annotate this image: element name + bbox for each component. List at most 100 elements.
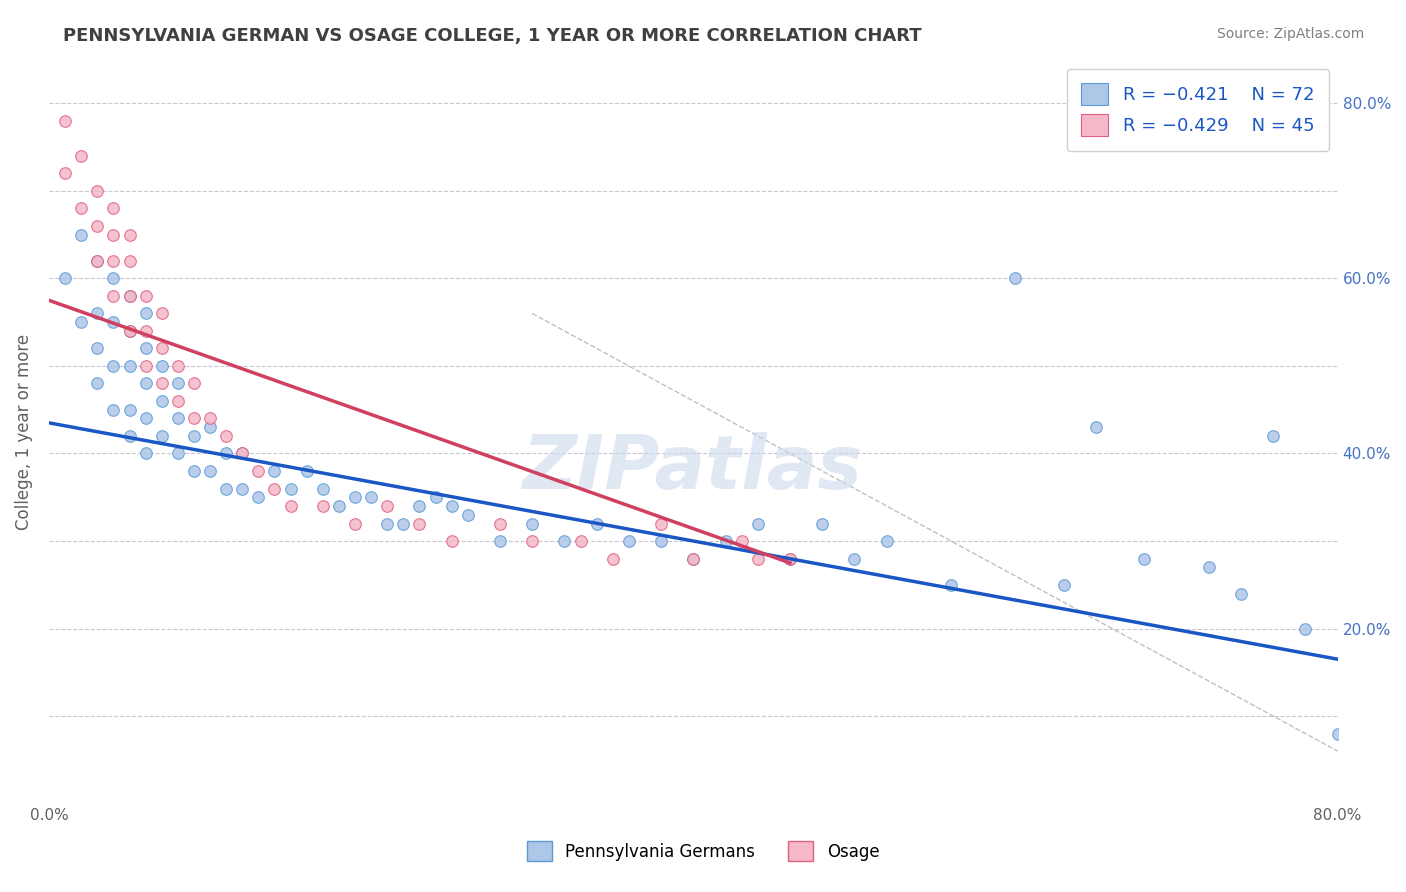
Text: PENNSYLVANIA GERMAN VS OSAGE COLLEGE, 1 YEAR OR MORE CORRELATION CHART: PENNSYLVANIA GERMAN VS OSAGE COLLEGE, 1 … <box>63 27 922 45</box>
Point <box>118 324 141 338</box>
Point <box>53 114 76 128</box>
Point <box>86 184 108 198</box>
Point <box>650 516 672 531</box>
Point <box>135 306 157 320</box>
Point <box>811 516 834 531</box>
Point <box>86 306 108 320</box>
Point <box>215 482 238 496</box>
Point <box>166 359 188 373</box>
Point <box>553 534 575 549</box>
Point <box>70 315 93 329</box>
Point <box>425 490 447 504</box>
Point <box>569 534 592 549</box>
Point <box>1053 578 1076 592</box>
Point <box>53 166 76 180</box>
Point <box>344 516 367 531</box>
Point <box>231 482 253 496</box>
Point <box>118 359 141 373</box>
Point <box>1133 551 1156 566</box>
Point <box>150 394 173 409</box>
Point <box>198 420 221 434</box>
Point <box>150 376 173 391</box>
Point <box>135 446 157 460</box>
Point <box>1263 429 1285 443</box>
Point <box>118 227 141 242</box>
Point <box>231 446 253 460</box>
Point <box>166 376 188 391</box>
Point <box>440 499 463 513</box>
Point <box>103 202 125 216</box>
Point <box>86 342 108 356</box>
Point <box>183 376 205 391</box>
Point <box>166 411 188 425</box>
Point <box>183 429 205 443</box>
Point <box>344 490 367 504</box>
Point <box>135 324 157 338</box>
Point <box>522 534 544 549</box>
Point <box>247 464 270 478</box>
Point <box>118 429 141 443</box>
Point <box>295 464 318 478</box>
Point <box>231 446 253 460</box>
Point <box>70 202 93 216</box>
Point <box>103 315 125 329</box>
Point <box>247 490 270 504</box>
Point <box>150 429 173 443</box>
Point <box>118 254 141 268</box>
Point <box>86 254 108 268</box>
Point <box>844 551 866 566</box>
Point <box>489 516 512 531</box>
Point <box>779 551 801 566</box>
Point <box>408 499 430 513</box>
Point <box>135 359 157 373</box>
Point <box>166 394 188 409</box>
Point <box>312 482 335 496</box>
Point <box>118 289 141 303</box>
Point <box>457 508 479 522</box>
Point <box>392 516 415 531</box>
Point <box>150 306 173 320</box>
Point <box>103 227 125 242</box>
Point <box>103 289 125 303</box>
Point <box>86 219 108 233</box>
Point <box>135 289 157 303</box>
Point <box>135 411 157 425</box>
Point <box>118 289 141 303</box>
Point <box>53 271 76 285</box>
Point <box>408 516 430 531</box>
Point <box>747 516 769 531</box>
Text: Source: ZipAtlas.com: Source: ZipAtlas.com <box>1216 27 1364 41</box>
Point <box>617 534 640 549</box>
Point <box>360 490 382 504</box>
Point <box>747 551 769 566</box>
Legend: Pennsylvania Germans, Osage: Pennsylvania Germans, Osage <box>513 828 893 875</box>
Point <box>86 376 108 391</box>
Legend: R = −0.421    N = 72, R = −0.429    N = 45: R = −0.421 N = 72, R = −0.429 N = 45 <box>1067 69 1329 151</box>
Point <box>1230 586 1253 600</box>
Point <box>103 271 125 285</box>
Point <box>602 551 624 566</box>
Y-axis label: College, 1 year or more: College, 1 year or more <box>15 334 32 530</box>
Point <box>1326 726 1348 740</box>
Point <box>198 411 221 425</box>
Point <box>103 254 125 268</box>
Point <box>280 499 302 513</box>
Text: ZIPatlas: ZIPatlas <box>523 433 863 505</box>
Point <box>1004 271 1026 285</box>
Point <box>198 464 221 478</box>
Point <box>650 534 672 549</box>
Point <box>215 429 238 443</box>
Point <box>489 534 512 549</box>
Point <box>440 534 463 549</box>
Point <box>135 342 157 356</box>
Point <box>682 551 704 566</box>
Point <box>86 254 108 268</box>
Point <box>150 359 173 373</box>
Point <box>939 578 962 592</box>
Point <box>118 324 141 338</box>
Point <box>70 227 93 242</box>
Point <box>1085 420 1108 434</box>
Point <box>150 342 173 356</box>
Point <box>103 402 125 417</box>
Point <box>522 516 544 531</box>
